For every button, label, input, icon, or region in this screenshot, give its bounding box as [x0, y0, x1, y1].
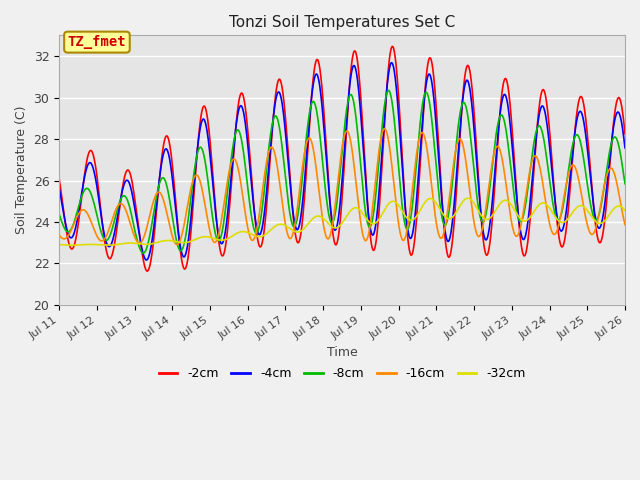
-16cm [608, 166, 616, 172]
-8cm [621, 181, 629, 187]
-16cm [515, 231, 522, 237]
-32cm [602, 216, 610, 222]
Y-axis label: Soil Temperature (C): Soil Temperature (C) [15, 106, 28, 234]
-2cm [515, 214, 522, 219]
-2cm [388, 44, 396, 49]
-16cm [376, 139, 384, 145]
-32cm [515, 213, 522, 219]
X-axis label: Time: Time [326, 347, 358, 360]
-8cm [608, 138, 616, 144]
-4cm [143, 257, 150, 263]
Line: -16cm: -16cm [59, 129, 625, 244]
-16cm [165, 220, 173, 226]
-4cm [608, 135, 616, 141]
-32cm [621, 207, 629, 213]
-32cm [464, 195, 472, 201]
-4cm [621, 145, 629, 151]
-4cm [456, 127, 464, 132]
-32cm [376, 215, 384, 220]
-4cm [55, 185, 63, 191]
Line: -2cm: -2cm [59, 47, 625, 271]
-32cm [456, 204, 463, 209]
-4cm [376, 173, 384, 179]
-4cm [515, 213, 522, 218]
-16cm [55, 232, 63, 238]
Text: TZ_fmet: TZ_fmet [68, 35, 126, 49]
-32cm [166, 238, 173, 243]
-4cm [166, 155, 173, 160]
-8cm [140, 250, 147, 256]
-16cm [381, 126, 388, 132]
-4cm [388, 60, 396, 66]
-8cm [376, 142, 384, 148]
-16cm [621, 222, 629, 228]
-2cm [608, 135, 616, 141]
Legend: -2cm, -4cm, -8cm, -16cm, -32cm: -2cm, -4cm, -8cm, -16cm, -32cm [154, 362, 531, 385]
-2cm [55, 176, 63, 181]
-2cm [143, 268, 151, 274]
-8cm [55, 211, 63, 217]
-8cm [166, 195, 173, 201]
-2cm [166, 140, 173, 145]
-8cm [515, 216, 522, 221]
-8cm [385, 87, 392, 93]
Title: Tonzi Soil Temperatures Set C: Tonzi Soil Temperatures Set C [229, 15, 455, 30]
-32cm [55, 242, 63, 248]
-2cm [602, 203, 610, 209]
-4cm [602, 189, 610, 195]
-2cm [376, 190, 384, 195]
-2cm [621, 131, 629, 137]
-16cm [602, 175, 610, 180]
-16cm [173, 241, 180, 247]
Line: -8cm: -8cm [59, 90, 625, 253]
-8cm [602, 170, 610, 176]
-8cm [456, 111, 464, 117]
-32cm [608, 208, 616, 214]
Line: -32cm: -32cm [59, 198, 625, 245]
-2cm [456, 133, 464, 139]
Line: -4cm: -4cm [59, 63, 625, 260]
-32cm [68, 242, 76, 248]
-16cm [456, 136, 464, 142]
